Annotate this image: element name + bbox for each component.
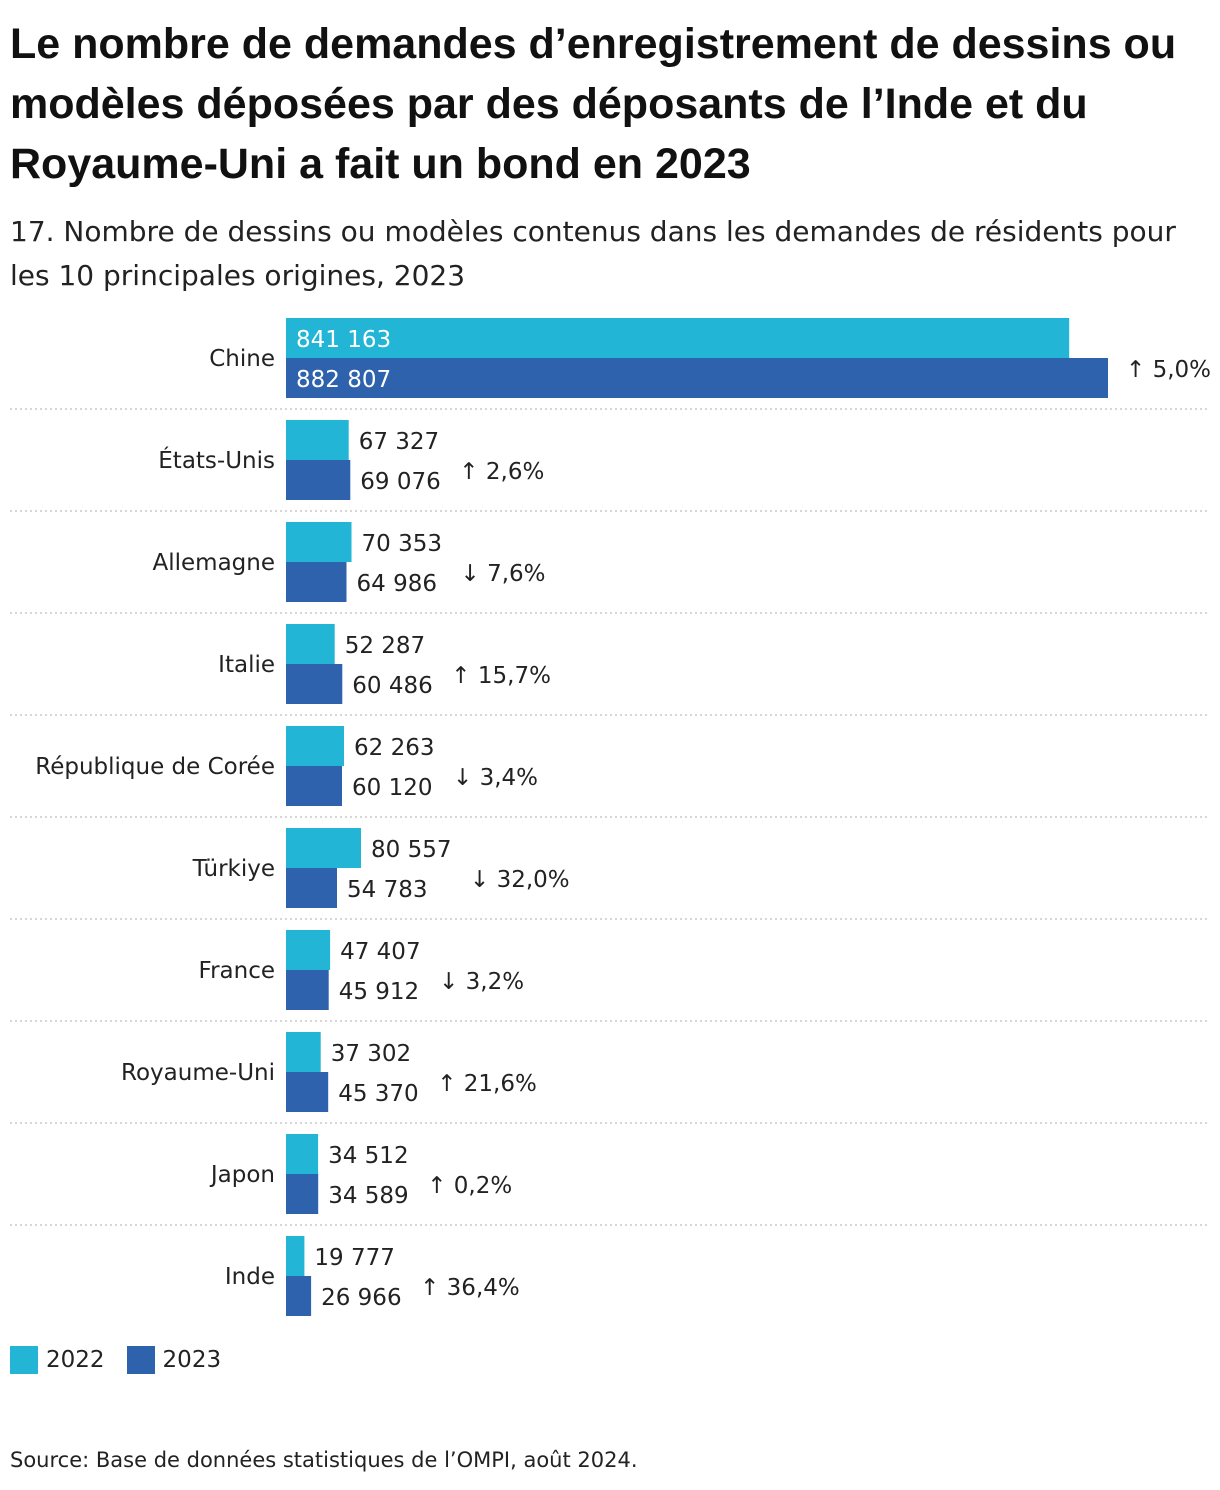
change-label-allemagne: ↓ 7,6%	[461, 561, 546, 587]
value-label-2023-chine: 882 807	[296, 367, 391, 393]
bar-2023-japon	[286, 1174, 319, 1214]
category-label-royaume-uni: Royaume-Uni	[121, 1060, 275, 1086]
bar-2023-turkiye	[286, 868, 337, 908]
value-label-2022-france: 47 407	[340, 939, 420, 965]
category-label-inde: Inde	[225, 1264, 275, 1290]
change-label-italie: ↑ 15,7%	[451, 663, 551, 689]
legend-item-2023: 2023	[126, 1346, 222, 1374]
change-label-etats-unis: ↑ 2,6%	[459, 459, 544, 485]
legend-label-2022: 2022	[46, 1347, 105, 1373]
value-label-2022-chine: 841 163	[296, 327, 391, 353]
value-label-2023-etats-unis: 69 076	[360, 469, 440, 495]
category-label-turkiye: Türkiye	[192, 856, 275, 882]
legend: 2022 2023	[10, 1346, 243, 1374]
bar-2023-allemagne	[286, 562, 347, 602]
change-label-france: ↓ 3,2%	[439, 969, 524, 995]
value-label-2023-inde: 26 966	[321, 1285, 401, 1311]
chart-title: Le nombre de demandes d’enregistrement d…	[10, 20, 1177, 188]
value-label-2023-italie: 60 486	[352, 673, 432, 699]
bar-2022-republique-de-coree	[286, 726, 344, 766]
legend-item-2022: 2022	[10, 1346, 105, 1374]
value-label-2023-turkiye: 54 783	[347, 877, 427, 903]
change-label-royaume-uni: ↑ 21,6%	[437, 1071, 537, 1097]
change-label-turkiye: ↓ 32,0%	[470, 867, 570, 893]
category-label-japon: Japon	[209, 1162, 275, 1188]
value-label-2023-france: 45 912	[339, 979, 419, 1005]
bar-2023-royaume-uni	[286, 1072, 329, 1112]
change-label-inde: ↑ 36,4%	[420, 1275, 520, 1301]
bar-2023-etats-unis	[286, 460, 351, 500]
change-label-republique-de-coree: ↓ 3,4%	[453, 765, 538, 791]
bar-2022-chine	[286, 318, 1070, 358]
bar-2022-france	[286, 930, 331, 970]
value-label-2023-japon: 34 589	[328, 1183, 408, 1209]
value-label-2023-royaume-uni: 45 370	[338, 1081, 418, 1107]
bar-2022-japon	[286, 1134, 319, 1174]
value-label-2022-etats-unis: 67 327	[359, 429, 439, 455]
legend-swatch-2022	[10, 1346, 38, 1374]
category-label-republique-de-coree: République de Corée	[35, 754, 275, 780]
category-label-etats-unis: États-Unis	[158, 446, 275, 474]
value-label-2022-japon: 34 512	[328, 1143, 408, 1169]
bar-2022-italie	[286, 624, 335, 664]
value-label-2022-turkiye: 80 557	[371, 837, 451, 863]
legend-swatch-2023	[126, 1346, 155, 1374]
bar-2023-republique-de-coree	[286, 766, 342, 806]
change-label-japon: ↑ 0,2%	[427, 1173, 512, 1199]
bar-2023-italie	[286, 664, 343, 704]
bar-2023-inde	[286, 1276, 312, 1316]
category-label-allemagne: Allemagne	[153, 550, 276, 576]
bar-2022-inde	[286, 1236, 305, 1276]
legend-label-2023: 2023	[162, 1347, 222, 1373]
value-label-2023-allemagne: 64 986	[357, 571, 437, 597]
bar-2023-france	[286, 970, 329, 1010]
value-label-2022-republique-de-coree: 62 263	[354, 735, 434, 761]
source-note: Source: Base de données statistiques de …	[10, 1448, 638, 1472]
bar-chart: Chine 841 163 882 807 ↑ 5,0% États-Unis 67 32…	[10, 318, 1211, 1316]
change-label-chine: ↑ 5,0%	[1126, 357, 1211, 383]
bar-2022-allemagne	[286, 522, 352, 562]
value-label-2022-italie: 52 287	[345, 633, 425, 659]
value-label-2022-inde: 19 777	[314, 1245, 394, 1271]
value-label-2022-allemagne: 70 353	[362, 531, 442, 557]
bar-2022-etats-unis	[286, 420, 349, 460]
category-label-france: France	[199, 958, 275, 984]
value-label-2022-royaume-uni: 37 302	[331, 1041, 411, 1067]
value-label-2023-republique-de-coree: 60 120	[352, 775, 432, 801]
chart-subtitle: 17. Nombre de dessins ou modèles contenu…	[10, 215, 1176, 292]
bar-2022-turkiye	[286, 828, 361, 868]
category-label-chine: Chine	[209, 346, 275, 372]
category-label-italie: Italie	[218, 652, 275, 678]
bar-2022-royaume-uni	[286, 1032, 321, 1072]
bar-2023-chine	[286, 358, 1108, 398]
